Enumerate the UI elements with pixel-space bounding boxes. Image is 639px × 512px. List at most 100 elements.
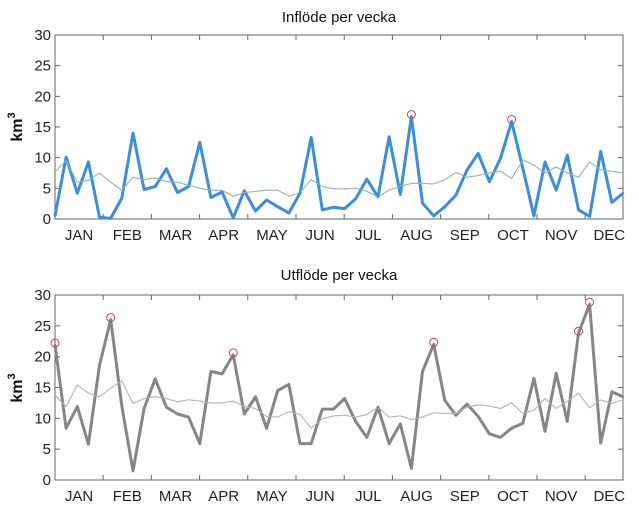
x-tick-label: NOV xyxy=(545,227,578,244)
data-point xyxy=(365,177,369,181)
data-point xyxy=(410,115,413,118)
data-point xyxy=(98,364,101,367)
data-point xyxy=(64,155,68,159)
data-point xyxy=(120,196,124,200)
data-point xyxy=(465,168,469,172)
x-tick-label: JUN xyxy=(306,488,335,505)
x-tick-label: SEP xyxy=(450,488,480,505)
data-point xyxy=(53,214,57,218)
data-point xyxy=(332,206,335,209)
x-tick-label: NOV xyxy=(545,488,578,505)
x-tick-label: FEB xyxy=(113,488,142,505)
x-tick-label: JUL xyxy=(355,227,382,244)
data-point xyxy=(488,180,491,183)
peak-marker-circle xyxy=(106,313,116,323)
data-point xyxy=(53,343,57,347)
data-point xyxy=(176,191,179,194)
data-point xyxy=(298,192,302,195)
data-point xyxy=(165,406,168,409)
data-point xyxy=(243,189,246,192)
peak-marker-circle xyxy=(406,110,416,120)
data-point xyxy=(231,353,235,357)
peak-marker-circle xyxy=(50,338,60,348)
data-point xyxy=(421,201,424,205)
data-point xyxy=(298,442,302,445)
outflow-panel: Utflöde per vecka km3 0 5 10 15 20 25 30 JAN FEB… xyxy=(6,267,625,505)
average-series-overlay xyxy=(54,159,624,198)
x-tick-label: OCT xyxy=(497,488,529,505)
data-point xyxy=(343,207,346,210)
y-tick-label: 20 xyxy=(34,88,51,105)
data-point xyxy=(220,190,224,194)
data-point xyxy=(599,150,602,153)
data-point xyxy=(254,395,257,398)
plot-area-frame xyxy=(54,294,624,481)
data-point xyxy=(399,193,402,196)
data-point xyxy=(588,215,591,218)
data-point xyxy=(254,209,257,213)
data-point xyxy=(610,201,614,204)
data-point xyxy=(510,427,513,430)
y-axis-label-exponent: 3 xyxy=(6,373,18,379)
peak-marker-circle xyxy=(573,326,583,336)
y-tick-label: 30 xyxy=(34,287,51,304)
data-point xyxy=(198,442,201,445)
y-tick-label: 0 xyxy=(43,211,51,228)
data-point xyxy=(410,467,413,470)
data-point xyxy=(176,412,179,416)
x-tick-label: AUG xyxy=(400,488,433,505)
x-tick-label: MAR xyxy=(159,488,193,505)
data-point xyxy=(621,192,625,195)
y-tick-label: 15 xyxy=(34,380,51,397)
data-point xyxy=(142,188,146,191)
data-point xyxy=(87,443,90,446)
data-point xyxy=(387,135,391,139)
data-point xyxy=(488,432,491,435)
data-point xyxy=(432,343,435,346)
data-point xyxy=(165,167,168,170)
data-point xyxy=(142,407,146,410)
data-point xyxy=(154,377,157,381)
data-point xyxy=(332,407,335,411)
weekly-series-line xyxy=(53,115,624,220)
data-point xyxy=(443,399,447,402)
chart-title: Utflöde per vecka xyxy=(281,267,398,284)
average-series-overlay xyxy=(54,379,624,429)
data-point xyxy=(499,436,502,439)
peak-marker-circle xyxy=(585,297,595,307)
data-point xyxy=(532,377,536,380)
data-point xyxy=(187,185,190,188)
data-point xyxy=(220,372,224,376)
x-tick-label: APR xyxy=(208,488,239,505)
data-point xyxy=(554,372,558,375)
data-point xyxy=(109,318,112,321)
x-tick-label: DEC xyxy=(593,227,625,244)
x-tick-label: JAN xyxy=(65,488,93,505)
y-tick-label: 10 xyxy=(34,150,51,167)
data-point xyxy=(454,193,458,197)
data-point xyxy=(87,160,90,164)
y-axis-label-unit: km xyxy=(9,380,26,403)
data-point xyxy=(521,422,524,425)
y-axis-label-exponent: 3 xyxy=(6,112,18,118)
data-point xyxy=(399,422,402,426)
data-point xyxy=(577,208,580,211)
data-point xyxy=(76,405,79,408)
chart-title: Inflöde per vecka xyxy=(282,9,397,26)
data-point xyxy=(454,414,458,417)
data-point xyxy=(443,205,447,208)
x-tick-label: AUG xyxy=(400,227,433,244)
y-axis-label: km3 xyxy=(6,112,26,141)
data-point xyxy=(566,420,569,423)
data-point xyxy=(588,303,591,306)
y-tick-label: 15 xyxy=(34,119,51,136)
data-point xyxy=(343,397,346,400)
data-point xyxy=(365,436,369,439)
data-point xyxy=(131,131,135,135)
data-point xyxy=(554,188,558,192)
y-tick-label: 0 xyxy=(43,472,51,489)
y-tick-label: 5 xyxy=(43,441,51,458)
data-point xyxy=(477,415,480,418)
data-point xyxy=(154,185,157,188)
x-tick-label: DEC xyxy=(593,488,625,505)
